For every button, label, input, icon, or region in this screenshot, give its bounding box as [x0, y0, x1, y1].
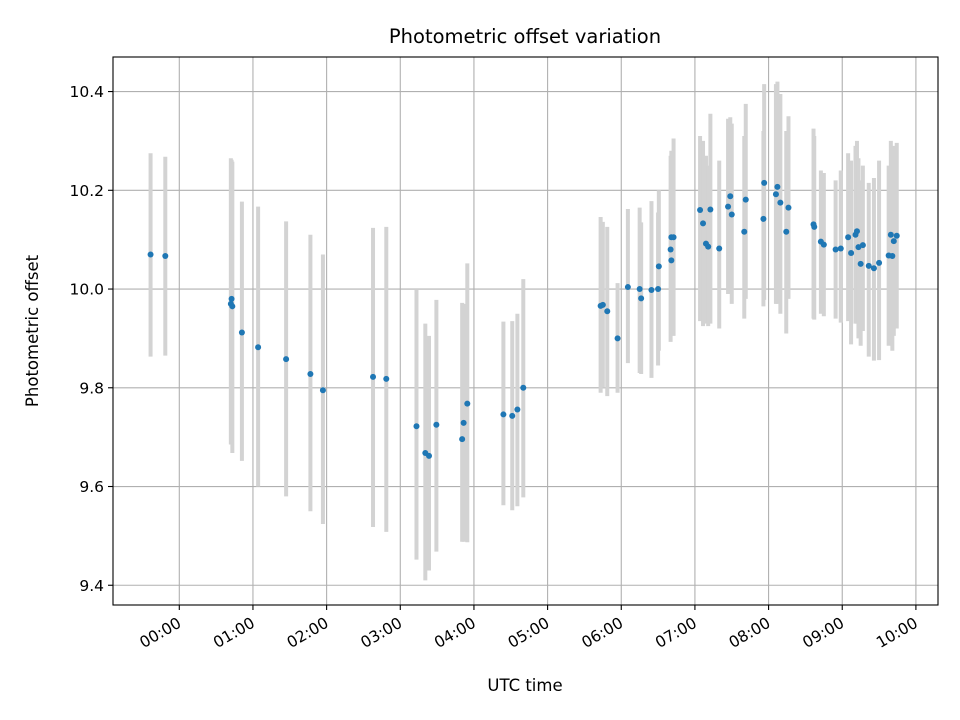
data-point: [761, 179, 768, 186]
data-point: [413, 423, 420, 430]
y-axis-label: Photometric offset: [23, 254, 42, 407]
chart-title: Photometric offset variation: [389, 25, 661, 48]
y-axis-ticks: 9.4 9.6 9.8 10.0 10.2 10.4: [69, 83, 113, 595]
y-tick-label: 10.0: [69, 281, 104, 299]
data-point: [820, 241, 827, 248]
data-point: [636, 286, 643, 293]
data-point: [893, 232, 900, 239]
data-point: [648, 287, 655, 294]
data-point: [837, 245, 844, 252]
data-point: [785, 204, 792, 211]
data-point: [228, 295, 235, 302]
data-point: [426, 452, 433, 459]
data-point: [700, 220, 707, 227]
data-point: [716, 245, 723, 252]
data-point: [667, 246, 674, 253]
data-point: [514, 406, 521, 413]
data-point: [865, 262, 872, 269]
data-point: [889, 252, 896, 259]
data-point: [845, 234, 852, 241]
data-point: [655, 263, 662, 270]
data-point: [848, 249, 855, 256]
data-point: [500, 411, 507, 418]
data-point: [319, 387, 326, 394]
data-point: [370, 373, 377, 380]
data-point: [604, 308, 611, 315]
data-point: [777, 199, 784, 206]
data-point: [857, 260, 864, 267]
data-point: [832, 246, 839, 253]
data-point: [238, 329, 245, 336]
data-point: [742, 196, 749, 203]
data-point: [870, 265, 877, 272]
data-point: [783, 228, 790, 235]
plot-frame: [112, 56, 939, 606]
data-point: [459, 436, 466, 443]
data-point: [638, 295, 645, 302]
data-point: [509, 412, 516, 419]
data-point: [727, 193, 734, 200]
data-point: [774, 183, 781, 190]
data-point: [655, 286, 662, 293]
y-tick-label: 9.6: [79, 478, 104, 496]
data-point: [283, 356, 290, 363]
data-point: [725, 203, 732, 210]
data-point: [890, 238, 897, 245]
data-point: [668, 257, 675, 264]
data-point: [697, 207, 704, 214]
y-tick-label: 9.8: [79, 379, 104, 397]
data-point: [741, 228, 748, 235]
data-point: [433, 421, 440, 428]
data-point: [707, 206, 714, 213]
data-point: [520, 384, 527, 391]
data-point: [307, 370, 314, 377]
data-point: [614, 335, 621, 342]
data-points: [147, 179, 900, 459]
data-point: [599, 301, 606, 308]
data-point: [383, 375, 390, 382]
y-tick-label: 10.4: [69, 83, 104, 101]
data-point: [162, 252, 169, 259]
data-point: [772, 191, 779, 198]
data-point: [853, 228, 860, 235]
data-point: [464, 400, 471, 407]
data-point: [876, 259, 883, 266]
data-point: [147, 251, 154, 258]
data-point: [728, 211, 735, 218]
data-point: [811, 223, 818, 230]
data-point: [859, 242, 866, 249]
y-tick-label: 10.2: [69, 182, 104, 200]
y-tick-label: 9.4: [79, 577, 104, 595]
data-point: [705, 243, 712, 250]
data-point: [760, 215, 767, 222]
data-point: [460, 419, 467, 426]
data-point: [624, 284, 631, 291]
data-point: [670, 234, 677, 241]
data-point: [887, 231, 894, 238]
x-axis-label: UTC time: [487, 676, 562, 695]
data-point: [229, 303, 236, 310]
data-point: [255, 344, 262, 351]
